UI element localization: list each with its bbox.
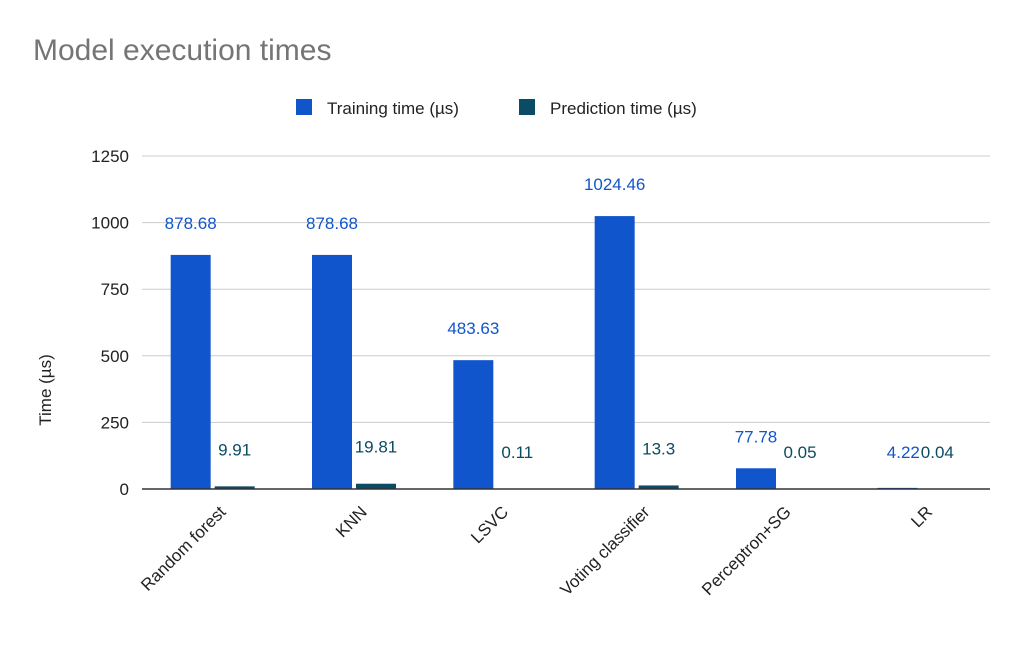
data-label: 0.04 xyxy=(921,443,954,462)
y-tick-label: 0 xyxy=(120,480,129,499)
bar xyxy=(594,216,635,489)
data-label: 0.05 xyxy=(783,443,816,462)
legend-swatch xyxy=(519,99,535,115)
bar xyxy=(638,485,679,489)
bar xyxy=(214,486,255,489)
legend-label: Training time (µs) xyxy=(327,99,459,118)
x-tick-label: KNN xyxy=(332,502,371,541)
bar xyxy=(170,254,211,489)
data-label: 0.11 xyxy=(501,443,533,462)
x-tick-label: Random forest xyxy=(137,502,229,594)
x-tick-label: Perceptron+SG xyxy=(698,502,795,599)
data-label: 1024.46 xyxy=(584,175,645,194)
y-tick-label: 1250 xyxy=(91,147,129,166)
bar xyxy=(356,483,396,489)
data-label: 878.68 xyxy=(165,214,217,233)
data-label: 4.22 xyxy=(887,443,920,462)
data-label: 878.68 xyxy=(306,214,358,233)
data-label: 19.81 xyxy=(355,438,398,457)
y-axis-label: Time (µs) xyxy=(36,354,55,426)
x-tick-label: LSVC xyxy=(467,502,512,547)
chart-title: Model execution times xyxy=(33,34,332,67)
y-tick-label: 1000 xyxy=(91,214,129,233)
bar xyxy=(312,254,352,489)
legend-swatch xyxy=(296,99,312,115)
data-label: 13.3 xyxy=(642,439,675,458)
y-tick-label: 500 xyxy=(101,347,129,366)
data-label: 483.63 xyxy=(447,319,499,338)
data-label: 9.91 xyxy=(218,440,251,459)
y-tick-label: 750 xyxy=(101,280,129,299)
bar xyxy=(736,468,776,489)
bar xyxy=(453,360,494,489)
x-tick-label: LR xyxy=(907,502,936,531)
data-label: 77.78 xyxy=(735,427,778,446)
y-tick-label: 250 xyxy=(101,413,129,432)
x-tick-label: Voting classifier xyxy=(557,502,654,599)
legend-label: Prediction time (µs) xyxy=(550,99,697,118)
